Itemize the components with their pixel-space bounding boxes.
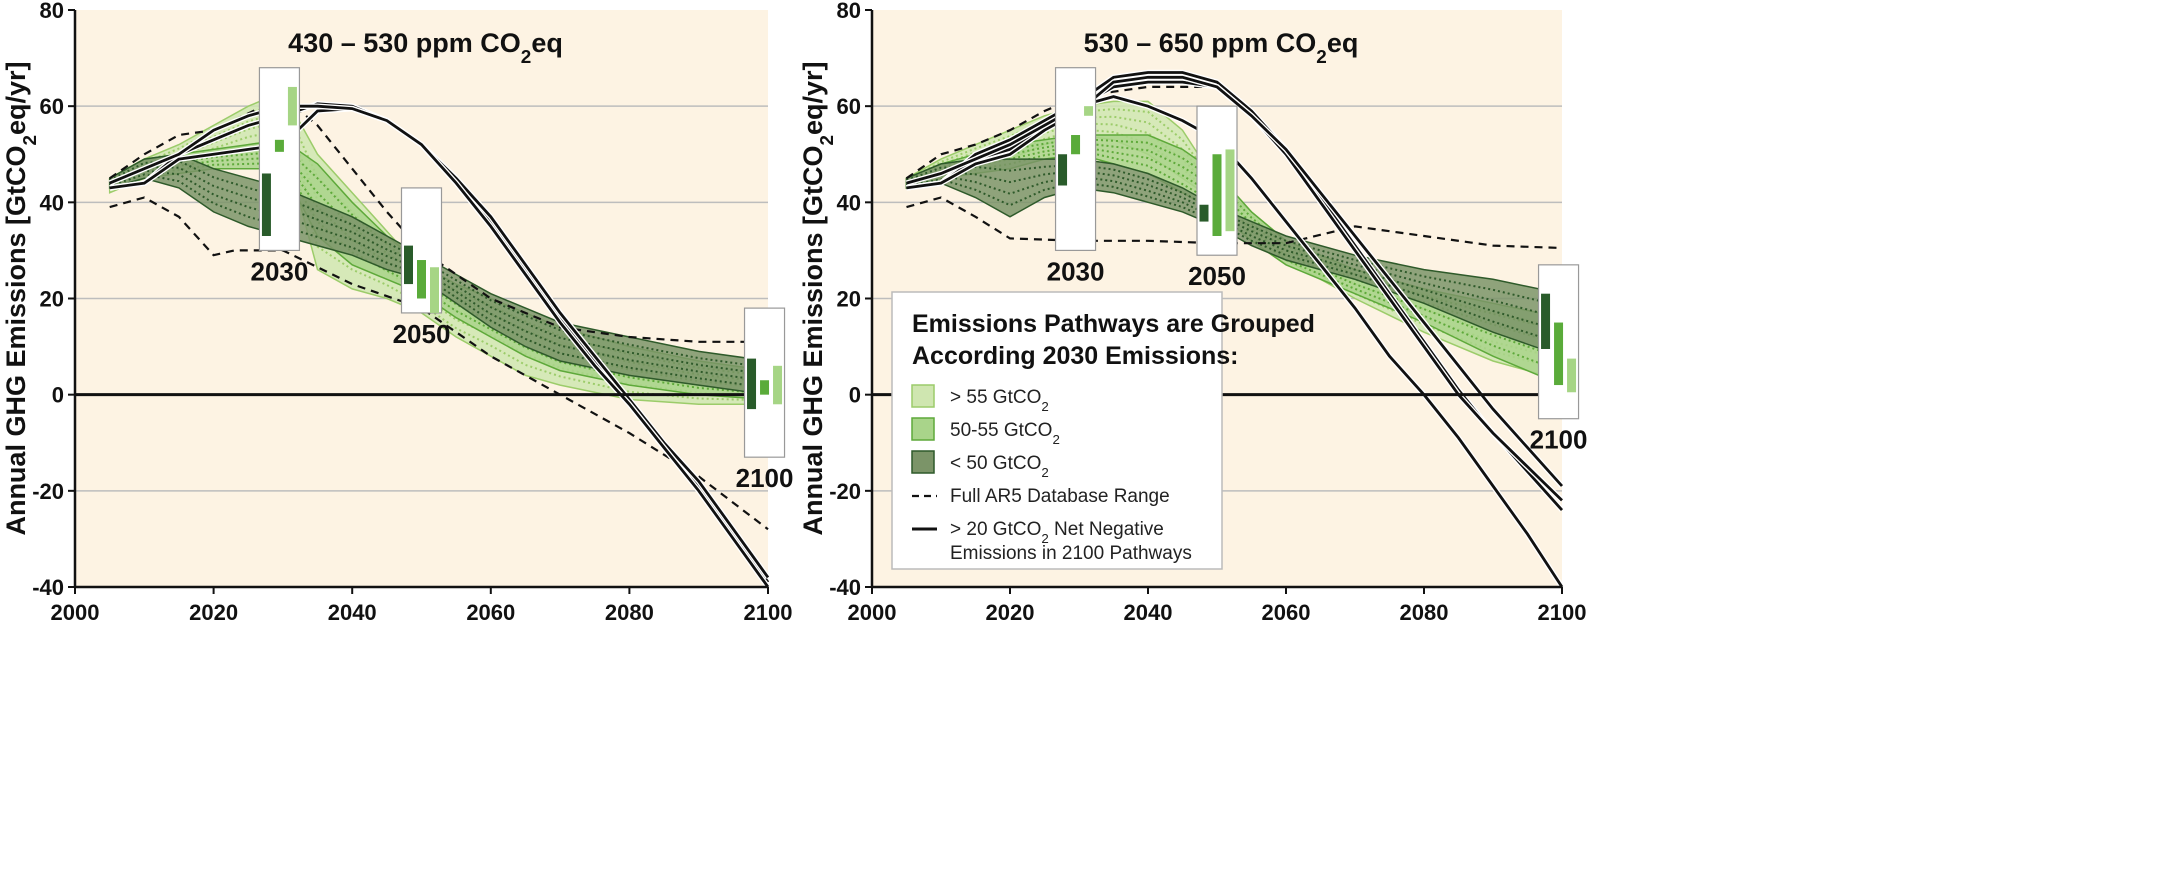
y-tick-label: -20 <box>32 479 64 504</box>
range-bar-light <box>1567 358 1577 393</box>
x-tick-label: 2040 <box>1124 600 1173 625</box>
scenario-line-dark <box>906 178 1563 345</box>
ar5-range-lower <box>109 196 769 531</box>
x-tick-label: 2020 <box>986 600 1035 625</box>
range-bar-dark <box>1199 204 1209 222</box>
range-bar-dark <box>1541 293 1551 349</box>
x-tick-label: 2040 <box>328 600 377 625</box>
range-bar-light <box>1084 106 1094 116</box>
range-bar-dark <box>747 358 757 410</box>
legend-item-label: < 50 GtCO2 <box>950 453 1049 480</box>
legend-title: Emissions Pathways are Grouped <box>912 310 1315 338</box>
y-tick-label: 60 <box>40 94 64 119</box>
range-box-label: 2030 <box>251 256 309 286</box>
negative-pathway-line <box>109 104 770 588</box>
x-tick-label: 2100 <box>744 600 793 625</box>
range-bar-mid <box>417 260 426 299</box>
legend-item-label: 50-55 GtCO2 <box>950 420 1060 447</box>
range-box-label: 2030 <box>1047 256 1105 286</box>
legend-item-label: Full AR5 Database Range <box>950 486 1170 507</box>
x-tick-label: 2020 <box>189 600 238 625</box>
y-tick-label: 60 <box>837 94 861 119</box>
y-axis-label: Annual GHG Emissions [GtCO2eq/yr] <box>798 61 838 535</box>
y-tick-label: -20 <box>829 479 861 504</box>
scenario-line-mid <box>906 145 1563 360</box>
y-tick-label: 20 <box>837 287 861 312</box>
range-bar-dark <box>404 245 413 285</box>
range-bar-light <box>773 365 783 405</box>
y-tick-label: 0 <box>849 383 861 408</box>
y-tick-label: 80 <box>40 0 64 23</box>
scenario-line-dark <box>109 159 769 369</box>
x-tick-label: 2060 <box>1262 600 1311 625</box>
legend-item-label: > 20 GtCO2 Net Negative <box>950 519 1164 546</box>
y-tick-label: 40 <box>40 190 64 215</box>
legend-swatch-light <box>911 384 935 408</box>
range-bar-mid <box>1071 135 1081 155</box>
legend-swatch-dark <box>911 450 935 474</box>
y-tick-label: 20 <box>40 287 64 312</box>
legend: Emissions Pathways are Grouped According … <box>891 291 1315 570</box>
legend-swatch-mid <box>911 417 935 441</box>
range-bar-light <box>430 267 439 313</box>
range-bar-light <box>287 86 297 126</box>
legend-subtitle: According 2030 Emissions: <box>912 342 1239 370</box>
range-bar-mid <box>1554 322 1564 386</box>
y-tick-label: -40 <box>829 575 861 600</box>
negative-pathway-line <box>906 71 1564 512</box>
y-tick-label: 80 <box>837 0 861 23</box>
scenario-line-dark <box>109 173 769 389</box>
x-tick-label: 2080 <box>605 600 654 625</box>
negative-pathway-line <box>906 75 1564 487</box>
x-tick-label: 2080 <box>1400 600 1449 625</box>
range-box-label: 2100 <box>736 463 794 493</box>
panel-title: 530 – 650 ppm CO2eq <box>1084 28 1359 68</box>
range-box-label: 2100 <box>1530 425 1588 455</box>
x-tick-label: 2060 <box>466 600 515 625</box>
range-bar-dark <box>1058 154 1068 186</box>
x-tick-label: 2000 <box>848 600 897 625</box>
range-bar-light <box>1225 149 1235 232</box>
y-tick-label: 0 <box>52 383 64 408</box>
legend-box <box>891 291 1223 570</box>
scenario-line-mid <box>109 150 769 384</box>
legend-item-label: > 55 GtCO2 <box>950 387 1049 414</box>
range-box-label: 2050 <box>1188 261 1246 291</box>
range-bar-dark <box>261 173 271 236</box>
range-bar-mid <box>274 139 284 152</box>
y-axis-label: Annual GHG Emissions [GtCO2eq/yr] <box>1 61 41 535</box>
range-box-label: 2050 <box>393 319 451 349</box>
y-tick-label: -40 <box>32 575 64 600</box>
scenario-line-light <box>109 129 769 402</box>
x-tick-label: 2100 <box>1538 600 1587 625</box>
x-tick-label: 2000 <box>51 600 100 625</box>
range-bar-mid <box>760 380 770 395</box>
scenario-line-mid <box>906 141 1563 346</box>
panel-title: 430 – 530 ppm CO2eq <box>288 28 563 68</box>
range-bar-mid <box>1212 154 1222 236</box>
legend-item-label-line2: Emissions in 2100 Pathways <box>950 543 1192 564</box>
scenario-line-dark <box>906 169 1563 320</box>
ar5-range-upper <box>109 95 768 343</box>
y-tick-label: 40 <box>837 190 861 215</box>
